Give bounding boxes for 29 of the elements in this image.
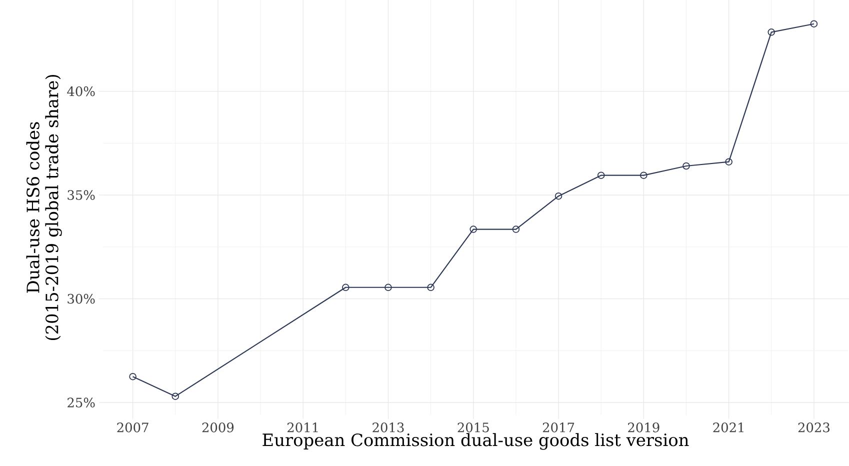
x-tick-label: 2007	[117, 422, 148, 432]
point	[554, 192, 562, 200]
point	[427, 284, 434, 292]
x-axis-title: European Commission dual-use goods list version	[262, 433, 689, 450]
point	[384, 284, 392, 292]
point	[470, 226, 478, 233]
x-tick-label: 2009	[202, 422, 234, 432]
point	[682, 162, 690, 170]
x-tick-label: 2011	[287, 422, 318, 432]
x-tick-label: 2015	[458, 422, 489, 432]
x-tick-label: 2019	[628, 422, 660, 432]
x-tick-label: 2023	[798, 422, 830, 432]
point	[172, 392, 180, 400]
point	[597, 172, 605, 179]
x-tick-label: 2017	[542, 422, 574, 432]
point	[640, 172, 648, 179]
y-tick-label: 25%	[68, 398, 95, 408]
y-tick-label: 40%	[67, 86, 95, 96]
y-tick-label: 35%	[68, 190, 95, 200]
x-tick-label: 2021	[713, 422, 744, 432]
y-tick-label: 30%	[68, 294, 95, 304]
point	[810, 20, 818, 28]
point	[342, 284, 350, 292]
point	[129, 372, 136, 380]
point	[512, 226, 520, 233]
point	[768, 28, 776, 36]
point	[725, 158, 732, 166]
x-tick-label: 2013	[372, 422, 404, 432]
y-axis-title: Dual-use HS6 codes (2015-2019 global trade share)	[26, 75, 62, 340]
